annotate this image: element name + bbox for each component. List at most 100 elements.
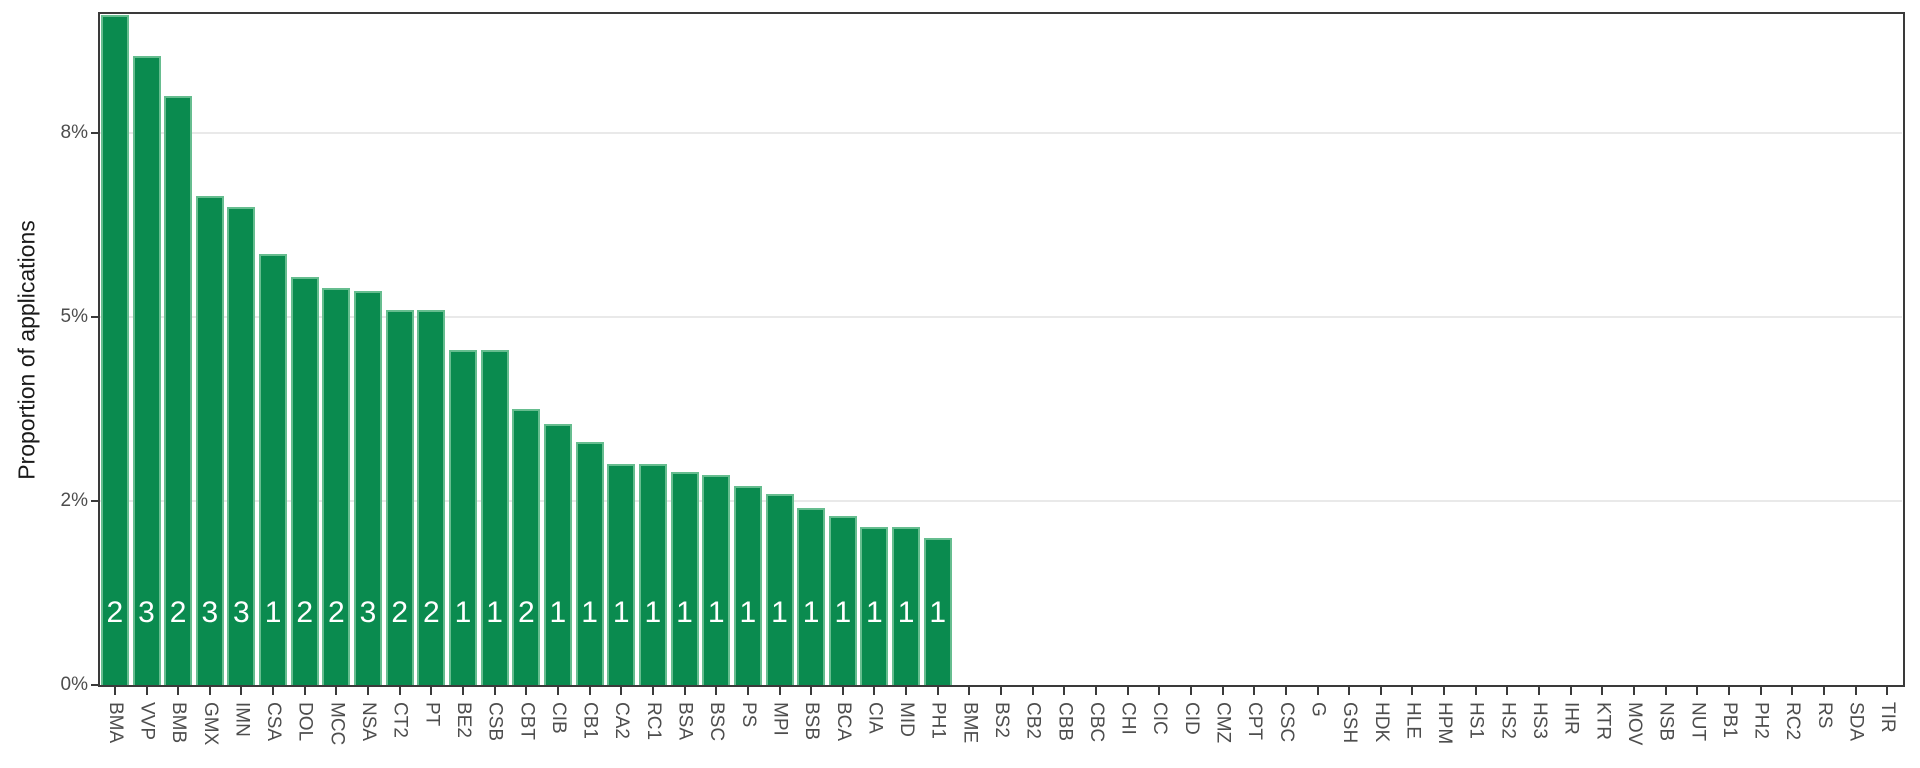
gridline-2% (100, 500, 1902, 502)
x-tick-mark (588, 687, 591, 695)
x-tick-mark (968, 687, 971, 695)
x-tick-mark (1791, 687, 1794, 695)
x-tick-mark (303, 687, 306, 695)
x-tick-mark (113, 687, 116, 695)
bar-CB1: 1 (575, 442, 604, 685)
x-tick-label-PB1: PB1 (1718, 702, 1740, 738)
x-tick-mark (1443, 687, 1446, 695)
x-tick-label-BSA: BSA (674, 702, 696, 741)
x-tick-label-CBB: CBB (1054, 702, 1076, 742)
x-tick-mark (145, 687, 148, 695)
bar-count-label: 1 (897, 596, 915, 629)
x-tick-mark (746, 687, 749, 695)
bar-count-label: 2 (169, 596, 187, 629)
bar-BMB: 2 (164, 96, 193, 685)
x-tick-mark (1253, 687, 1256, 695)
bar-count-label: 1 (676, 596, 693, 629)
x-tick-label-TIR: TIR (1877, 702, 1899, 733)
x-tick-label-CIB: CIB (547, 702, 569, 734)
x-tick-mark (1411, 687, 1414, 695)
x-tick-label-BSC: BSC (706, 702, 728, 742)
x-tick-mark (1031, 687, 1034, 695)
bar-count-label: 1 (866, 596, 883, 629)
x-tick-mark (683, 687, 686, 695)
bar-CIB: 1 (543, 424, 572, 685)
x-tick-label-CBC: CBC (1085, 702, 1107, 743)
y-tick-label: 5% (60, 306, 88, 327)
x-tick-mark (240, 687, 243, 695)
x-tick-label-BCA: BCA (832, 702, 854, 742)
bar-count-label: 1 (707, 596, 725, 629)
x-tick-mark (620, 687, 623, 695)
x-tick-mark (1601, 687, 1604, 695)
x-tick-mark (1727, 687, 1730, 695)
x-tick-label-HS3: HS3 (1529, 702, 1550, 739)
x-tick-label-CA2: CA2 (611, 702, 633, 739)
bar-count-label: 1 (644, 596, 662, 629)
x-tick-label-RC2: RC2 (1782, 702, 1804, 741)
gridline-5% (100, 316, 1902, 318)
y-tick-mark (91, 316, 99, 318)
x-tick-label-PH1: PH1 (927, 702, 949, 739)
x-tick-label-CIC: CIC (1149, 702, 1171, 735)
x-tick-label-GMX: GMX (199, 702, 221, 746)
x-tick-label-PS: PS (737, 702, 759, 728)
x-tick-mark (177, 687, 180, 695)
x-tick-mark (1316, 687, 1319, 695)
bar-IMN: 3 (227, 207, 256, 685)
x-tick-label-IMN: IMN (231, 702, 253, 737)
x-tick-label-CPT: CPT (1244, 702, 1266, 740)
x-tick-mark (556, 687, 559, 695)
x-tick-label-PH2: PH2 (1750, 702, 1772, 739)
bar-count-label: 1 (454, 596, 472, 629)
x-tick-label-KTR: KTR (1592, 702, 1614, 740)
x-tick-mark (1696, 687, 1699, 695)
bar-count-label: 2 (106, 596, 124, 629)
bar-BSC: 1 (702, 475, 731, 685)
bar-count-label: 2 (517, 596, 535, 629)
x-tick-label-CID: CID (1180, 702, 1202, 735)
x-tick-mark (1822, 687, 1825, 695)
bar-BSA: 1 (670, 472, 699, 685)
x-tick-mark (1189, 687, 1192, 695)
bar-RC1: 1 (638, 464, 667, 685)
bar-count-label: 2 (328, 596, 345, 629)
bar-CIA: 1 (860, 527, 889, 685)
x-tick-mark (1633, 687, 1635, 695)
x-tick-label-SDA: SDA (1845, 702, 1867, 742)
x-tick-mark (1569, 687, 1572, 695)
bar-count-label: 1 (929, 596, 947, 629)
bar-count-label: 2 (391, 596, 409, 629)
x-tick-label-HPM: HPM (1434, 702, 1456, 745)
bar-CT2: 2 (385, 310, 414, 685)
x-tick-mark (1284, 687, 1287, 695)
x-tick-mark (905, 687, 908, 695)
bar-BE2: 1 (449, 350, 477, 685)
bar-count-label: 2 (422, 596, 440, 629)
x-tick-mark (1506, 687, 1509, 695)
x-tick-label-CIA: CIA (864, 702, 886, 734)
x-tick-mark (1854, 687, 1857, 695)
x-tick-label-HLE: HLE (1402, 702, 1424, 739)
x-tick-mark (398, 687, 401, 695)
x-tick-label-BE2: BE2 (453, 702, 474, 738)
y-tick-mark (91, 684, 99, 686)
x-tick-label-MID: MID (896, 702, 918, 737)
y-axis-title: Proportion of applications (13, 220, 40, 480)
x-tick-mark (1126, 687, 1129, 695)
x-tick-label-NSA: NSA (358, 702, 379, 742)
x-tick-mark (208, 687, 211, 695)
bar-DOL: 2 (290, 277, 319, 685)
x-tick-label-NSB: NSB (1655, 702, 1677, 742)
x-tick-mark (525, 687, 528, 695)
x-tick-label-HDK: HDK (1370, 702, 1392, 743)
x-tick-mark (936, 687, 939, 695)
bar-GMX: 3 (195, 196, 224, 685)
x-tick-mark (1000, 687, 1002, 695)
x-tick-label-CT2: CT2 (389, 702, 411, 738)
x-tick-mark (1158, 687, 1161, 695)
bar-count-label: 1 (549, 596, 567, 629)
x-tick-label-CMZ: CMZ (1212, 702, 1234, 744)
bar-count-label: 1 (771, 596, 788, 629)
